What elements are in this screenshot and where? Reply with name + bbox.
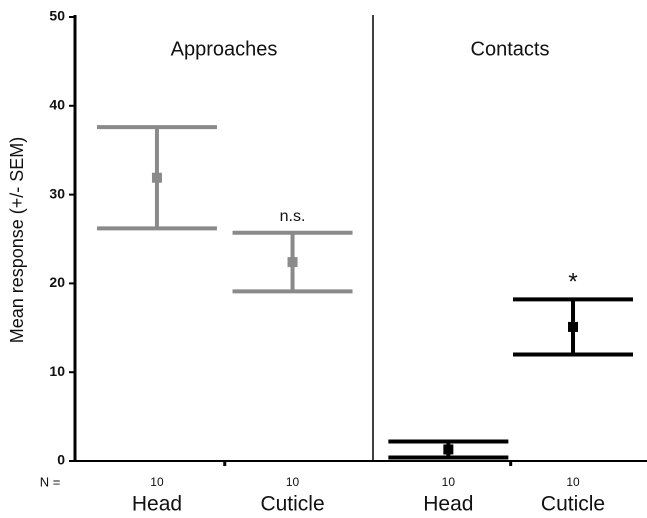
y-tick-label: 40 <box>49 97 65 113</box>
n-count: 10 <box>566 475 580 489</box>
panel-title: Contacts <box>471 38 550 60</box>
y-tick-label: 50 <box>49 8 65 24</box>
mean-marker <box>287 257 298 268</box>
n-count: 10 <box>442 475 456 489</box>
mean-marker <box>443 444 454 455</box>
n-label: N = <box>40 474 61 489</box>
y-tick-label: 30 <box>49 185 65 201</box>
annotation: * <box>568 269 577 296</box>
mean-marker <box>151 172 162 183</box>
annotation: n.s. <box>280 208 306 225</box>
y-tick-label: 10 <box>49 363 65 379</box>
x-tick-label: Cuticle <box>260 493 324 516</box>
n-count: 10 <box>150 475 164 489</box>
x-tick-label: Head <box>423 493 473 516</box>
mean-marker <box>568 321 579 332</box>
x-tick-label: Head <box>132 493 182 516</box>
y-axis-label: Mean response (+/- SEM) <box>7 137 27 344</box>
y-tick-label: 0 <box>57 452 65 468</box>
n-count: 10 <box>286 475 300 489</box>
x-tick-label: Cuticle <box>541 493 605 516</box>
y-tick-label: 20 <box>49 274 65 290</box>
panel-title: Approaches <box>171 38 278 60</box>
